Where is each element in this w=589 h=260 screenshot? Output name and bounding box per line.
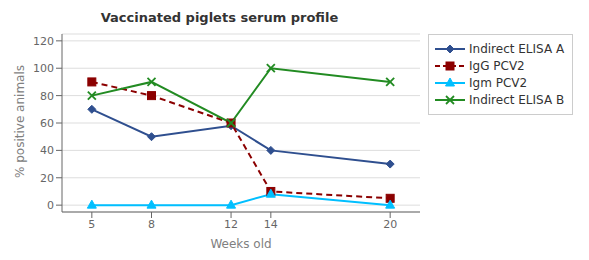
html-text:Indirect ELISA A: Indirect ELISA A [469, 42, 565, 56]
html-text:Vaccinated piglets serum profi: Vaccinated piglets serum profile [100, 10, 339, 25]
svg-text:60: 60 [40, 117, 54, 130]
svg-text:20: 20 [40, 172, 54, 185]
svg-text:14: 14 [264, 218, 278, 231]
html-text:Indirect ELISA B: Indirect ELISA B [469, 93, 565, 107]
svg-text:40: 40 [40, 144, 54, 157]
svg-text:% positive animals: % positive animals [13, 65, 27, 178]
svg-text:20: 20 [383, 218, 397, 231]
svg-text:80: 80 [40, 90, 54, 103]
svg-text:8: 8 [148, 218, 155, 231]
svg-text:0: 0 [47, 199, 54, 212]
html-text:Igm PCV2: Igm PCV2 [469, 76, 528, 90]
svg-text:120: 120 [33, 35, 54, 48]
svg-text:Weeks old: Weeks old [210, 237, 271, 251]
svg-text:5: 5 [88, 218, 95, 231]
svg-text:12: 12 [224, 218, 238, 231]
html-text:IgG PCV2: IgG PCV2 [469, 59, 525, 73]
svg-text:100: 100 [33, 62, 54, 75]
